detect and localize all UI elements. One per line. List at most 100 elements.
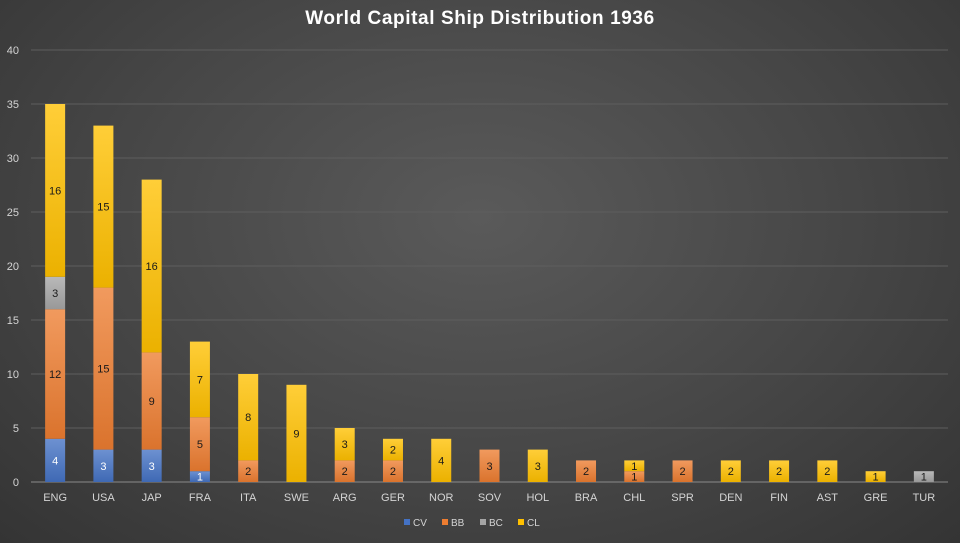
legend: CV BB BC CL — [404, 518, 540, 529]
x-tick-label: TUR — [913, 492, 936, 504]
bar-segment-bb — [189, 417, 210, 472]
y-tick-label: 30 — [7, 153, 19, 165]
x-tick-label: SWE — [284, 492, 309, 504]
bar-segment-bb — [576, 460, 597, 482]
bar-segment-cl — [527, 449, 548, 482]
data-label: 3 — [100, 461, 106, 473]
legend-label-bc: BC — [489, 518, 503, 529]
bar-segment-cl — [189, 341, 210, 418]
legend-swatch-cl — [518, 519, 524, 525]
legend-swatch-cv — [404, 519, 410, 525]
legend-label-cv: CV — [413, 518, 427, 529]
bar-segment-bc — [45, 276, 66, 310]
data-label: 1 — [631, 472, 637, 484]
y-tick-label: 35 — [7, 99, 19, 111]
bar-segment-bb — [238, 460, 259, 482]
bar-segment-cl — [141, 179, 162, 353]
data-label: 3 — [486, 461, 492, 473]
bar-segment-cl — [720, 460, 741, 482]
y-tick-label: 25 — [7, 207, 19, 219]
gridlines — [31, 49, 948, 483]
data-label: 2 — [824, 466, 830, 478]
bar-segment-bb — [45, 309, 66, 439]
x-axis: ENG USA JAP FRA ITA SWE ARG GER NOR SOV HOL BRA CHL S… — [43, 492, 935, 504]
bar-segment-cv — [93, 449, 114, 482]
data-label: 2 — [776, 466, 782, 478]
data-label: 1 — [921, 472, 927, 484]
data-label: 2 — [342, 466, 348, 478]
data-label: 16 — [49, 185, 61, 197]
bar-segment-cl — [624, 460, 645, 472]
x-tick-label: ARG — [333, 492, 357, 504]
x-tick-label: SPR — [671, 492, 694, 504]
y-tick-label: 10 — [7, 369, 19, 381]
data-label: 3 — [52, 288, 58, 300]
bar-segment-bb — [672, 460, 693, 482]
data-label: 2 — [245, 466, 251, 478]
x-tick-label: GER — [381, 492, 405, 504]
data-label: 2 — [679, 466, 685, 478]
data-label: 2 — [728, 466, 734, 478]
x-tick-label: USA — [92, 492, 115, 504]
data-label: 8 — [245, 412, 251, 424]
bar-segment-bb — [479, 449, 500, 482]
data-label: 7 — [197, 374, 203, 386]
data-label: 2 — [390, 445, 396, 457]
data-label: 16 — [146, 261, 158, 273]
bar-segment-cl — [817, 460, 838, 482]
bar-segment-bb — [93, 287, 114, 450]
data-label: 2 — [390, 466, 396, 478]
legend-label-cl: CL — [527, 518, 540, 529]
y-tick-label: 0 — [13, 477, 19, 489]
y-tick-label: 15 — [7, 315, 19, 327]
data-label: 9 — [293, 428, 299, 440]
bar-segment-cl — [45, 104, 66, 277]
x-tick-label: ENG — [43, 492, 67, 504]
x-tick-label: AST — [817, 492, 839, 504]
data-label: 15 — [97, 202, 109, 214]
data-label: 15 — [97, 364, 109, 376]
legend-swatch-bc — [480, 519, 486, 525]
bar-segment-cl — [769, 460, 790, 482]
data-label: 3 — [535, 461, 541, 473]
data-label: 12 — [49, 369, 61, 381]
x-tick-label: BRA — [575, 492, 598, 504]
chart-title: World Capital Ship Distribution 1936 — [305, 8, 655, 29]
legend-swatch-bb — [442, 519, 448, 525]
y-axis: 0 5 10 15 20 25 30 35 40 — [7, 45, 19, 489]
data-label: 9 — [149, 396, 155, 408]
x-tick-label: JAP — [142, 492, 162, 504]
x-tick-label: GRE — [864, 492, 888, 504]
x-tick-label: NOR — [429, 492, 454, 504]
data-label: 3 — [149, 461, 155, 473]
bar-segment-bb — [334, 460, 355, 482]
bar-segment-cl — [286, 384, 307, 482]
bar-segment-cl — [238, 374, 259, 461]
bar-segment-bc — [913, 471, 934, 482]
x-tick-label: FIN — [770, 492, 788, 504]
x-tick-label: FRA — [189, 492, 212, 504]
x-tick-label: ITA — [240, 492, 257, 504]
y-tick-label: 5 — [13, 423, 19, 435]
data-label: 1 — [873, 472, 879, 484]
legend-label-bb: BB — [451, 518, 465, 529]
bar-segment-bb — [141, 352, 162, 450]
data-label: 5 — [197, 439, 203, 451]
data-label: 2 — [583, 466, 589, 478]
data-label: 4 — [52, 455, 58, 467]
bar-segment-cv — [45, 438, 66, 482]
data-label: 3 — [342, 439, 348, 451]
x-tick-label: CHL — [623, 492, 645, 504]
bar-segment-cv — [141, 449, 162, 482]
y-tick-label: 40 — [7, 45, 19, 57]
bar-segment-cl — [865, 471, 886, 482]
x-tick-label: HOL — [526, 492, 549, 504]
data-label: 1 — [631, 461, 637, 473]
bar-segment-cl — [93, 125, 114, 288]
y-tick-label: 20 — [7, 261, 19, 273]
bar-segment-bb — [382, 460, 403, 482]
bar-segment-bb — [624, 471, 645, 482]
x-tick-label: DEN — [719, 492, 742, 504]
